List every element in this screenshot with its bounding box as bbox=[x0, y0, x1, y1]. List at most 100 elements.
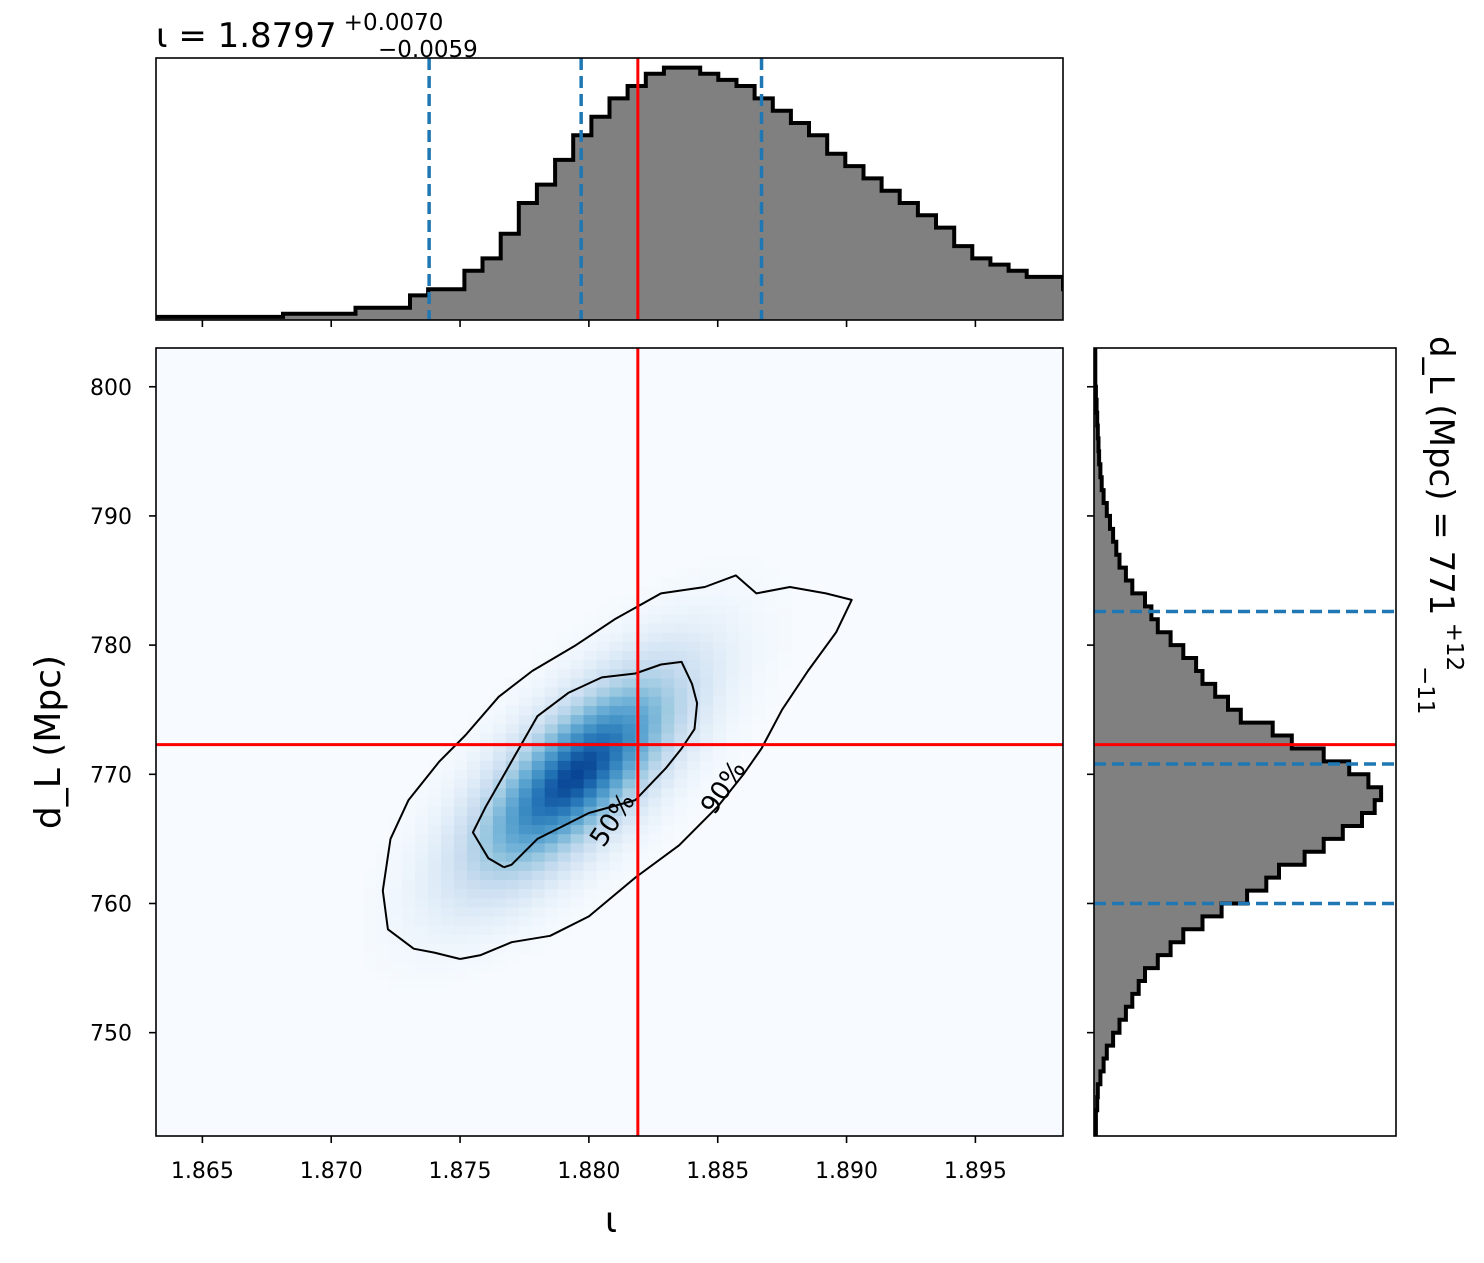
heatmap-cell bbox=[583, 659, 598, 670]
heatmap-cell bbox=[764, 577, 779, 587]
heatmap-cell bbox=[583, 870, 598, 881]
heatmap-cell bbox=[363, 879, 377, 890]
heatmap-cell bbox=[441, 787, 455, 798]
heatmap-cell bbox=[713, 586, 727, 596]
heatmap-cell bbox=[454, 961, 468, 972]
right-hist-bar bbox=[1094, 464, 1101, 478]
heatmap-cell bbox=[492, 796, 507, 807]
heatmap-cell bbox=[700, 705, 714, 716]
heatmap-cell bbox=[544, 687, 559, 697]
heatmap-cell bbox=[454, 943, 468, 954]
heatmap-cell bbox=[622, 787, 637, 798]
heatmap-cell bbox=[466, 796, 481, 807]
heatmap-cell bbox=[531, 677, 546, 688]
top-x-ticks bbox=[201, 320, 977, 327]
heatmap-cell bbox=[739, 668, 753, 679]
heatmap-cell bbox=[531, 787, 546, 798]
right-hist-bar bbox=[1094, 632, 1171, 646]
heatmap-cell bbox=[674, 604, 688, 615]
heatmap-cell bbox=[415, 806, 429, 816]
heatmap-cell bbox=[609, 696, 624, 706]
heatmap-cell bbox=[609, 778, 624, 789]
top-hist-bar bbox=[337, 313, 356, 320]
heatmap-cell bbox=[609, 824, 624, 835]
heatmap-cell bbox=[544, 723, 559, 734]
x-tick-label: 1.870 bbox=[300, 1159, 363, 1184]
heatmap-cell bbox=[726, 586, 740, 596]
heatmap-cell bbox=[454, 952, 468, 963]
heatmap-cell bbox=[661, 742, 675, 752]
heatmap-cell bbox=[622, 833, 637, 844]
top-hist-bar bbox=[319, 313, 338, 320]
heatmap-cell bbox=[454, 888, 468, 899]
heatmap-cell bbox=[441, 952, 455, 963]
heatmap-cell bbox=[454, 751, 468, 761]
heatmap-cell bbox=[505, 769, 520, 780]
heatmap-cell bbox=[441, 778, 455, 789]
heatmap-cell bbox=[739, 567, 753, 578]
heatmap-cell bbox=[739, 732, 753, 743]
heatmap-cell bbox=[713, 558, 727, 569]
heatmap-cell bbox=[635, 732, 649, 743]
heatmap-cell bbox=[479, 796, 494, 807]
heatmap-cell bbox=[635, 659, 649, 670]
right-hist-bar bbox=[1094, 1032, 1114, 1046]
heatmap-cell bbox=[531, 650, 546, 661]
heatmap-cell bbox=[648, 577, 662, 587]
heatmap-cell bbox=[531, 824, 546, 835]
heatmap-cell bbox=[713, 687, 727, 697]
heatmap-cell bbox=[648, 742, 662, 752]
heatmap-cell bbox=[726, 650, 740, 661]
heatmap-cell bbox=[713, 641, 727, 651]
heatmap-cell bbox=[661, 595, 675, 606]
heatmap-cell bbox=[622, 641, 637, 651]
heatmap-cell bbox=[739, 723, 753, 734]
heatmap-cell bbox=[428, 934, 442, 945]
heatmap-cell bbox=[570, 696, 585, 706]
heatmap-cell bbox=[428, 806, 442, 816]
heatmap-cell bbox=[583, 769, 598, 780]
heatmap-cell bbox=[454, 870, 468, 881]
heatmap-cell bbox=[687, 806, 701, 816]
heatmap-cell bbox=[454, 824, 468, 835]
top-marginal-panel: ι = 1.8797 +0.0070 −0.0059 bbox=[155, 10, 1064, 327]
heatmap-cell bbox=[376, 961, 390, 972]
heatmap-cell bbox=[531, 659, 546, 670]
heatmap-cell bbox=[428, 943, 442, 954]
heatmap-cell bbox=[479, 732, 494, 743]
heatmap-cell bbox=[402, 879, 416, 890]
heatmap-cell bbox=[544, 870, 559, 881]
heatmap-cell bbox=[570, 751, 585, 761]
heatmap-cell bbox=[713, 705, 727, 716]
right-hist-bar bbox=[1094, 890, 1248, 904]
y-tick-label: 750 bbox=[90, 1022, 132, 1047]
heatmap-cell bbox=[635, 714, 649, 725]
top-hist-bar bbox=[464, 270, 483, 320]
x-tick-label: 1.895 bbox=[944, 1159, 1007, 1184]
heatmap-cell bbox=[441, 851, 455, 862]
heatmap-cell bbox=[557, 787, 572, 798]
heatmap-cell bbox=[454, 879, 468, 890]
top-hist-bar bbox=[591, 116, 610, 320]
heatmap-cell bbox=[583, 796, 598, 807]
heatmap-cell bbox=[635, 586, 649, 596]
heatmap-cell bbox=[389, 879, 403, 890]
heatmap-cell bbox=[376, 861, 390, 871]
heatmap-cell bbox=[544, 659, 559, 670]
heatmap-cell bbox=[454, 796, 468, 807]
right-hist-bar bbox=[1094, 903, 1222, 917]
heatmap-cell bbox=[376, 971, 390, 981]
heatmap-cell bbox=[557, 632, 572, 642]
heatmap-cell bbox=[492, 916, 507, 926]
right-title: d_L (Mpc) = 771 +12 bbox=[1421, 336, 1467, 671]
heatmap-cell bbox=[570, 641, 585, 651]
heatmap-cell bbox=[648, 586, 662, 596]
heatmap-cell bbox=[635, 824, 649, 835]
heatmap-cell bbox=[674, 687, 688, 697]
top-hist-bar bbox=[373, 307, 393, 320]
right-hist-bar bbox=[1094, 1071, 1101, 1085]
heatmap-cell bbox=[428, 851, 442, 862]
heatmap-cell bbox=[700, 778, 714, 789]
heatmap-cell bbox=[544, 787, 559, 798]
heatmap-cell bbox=[492, 961, 507, 972]
